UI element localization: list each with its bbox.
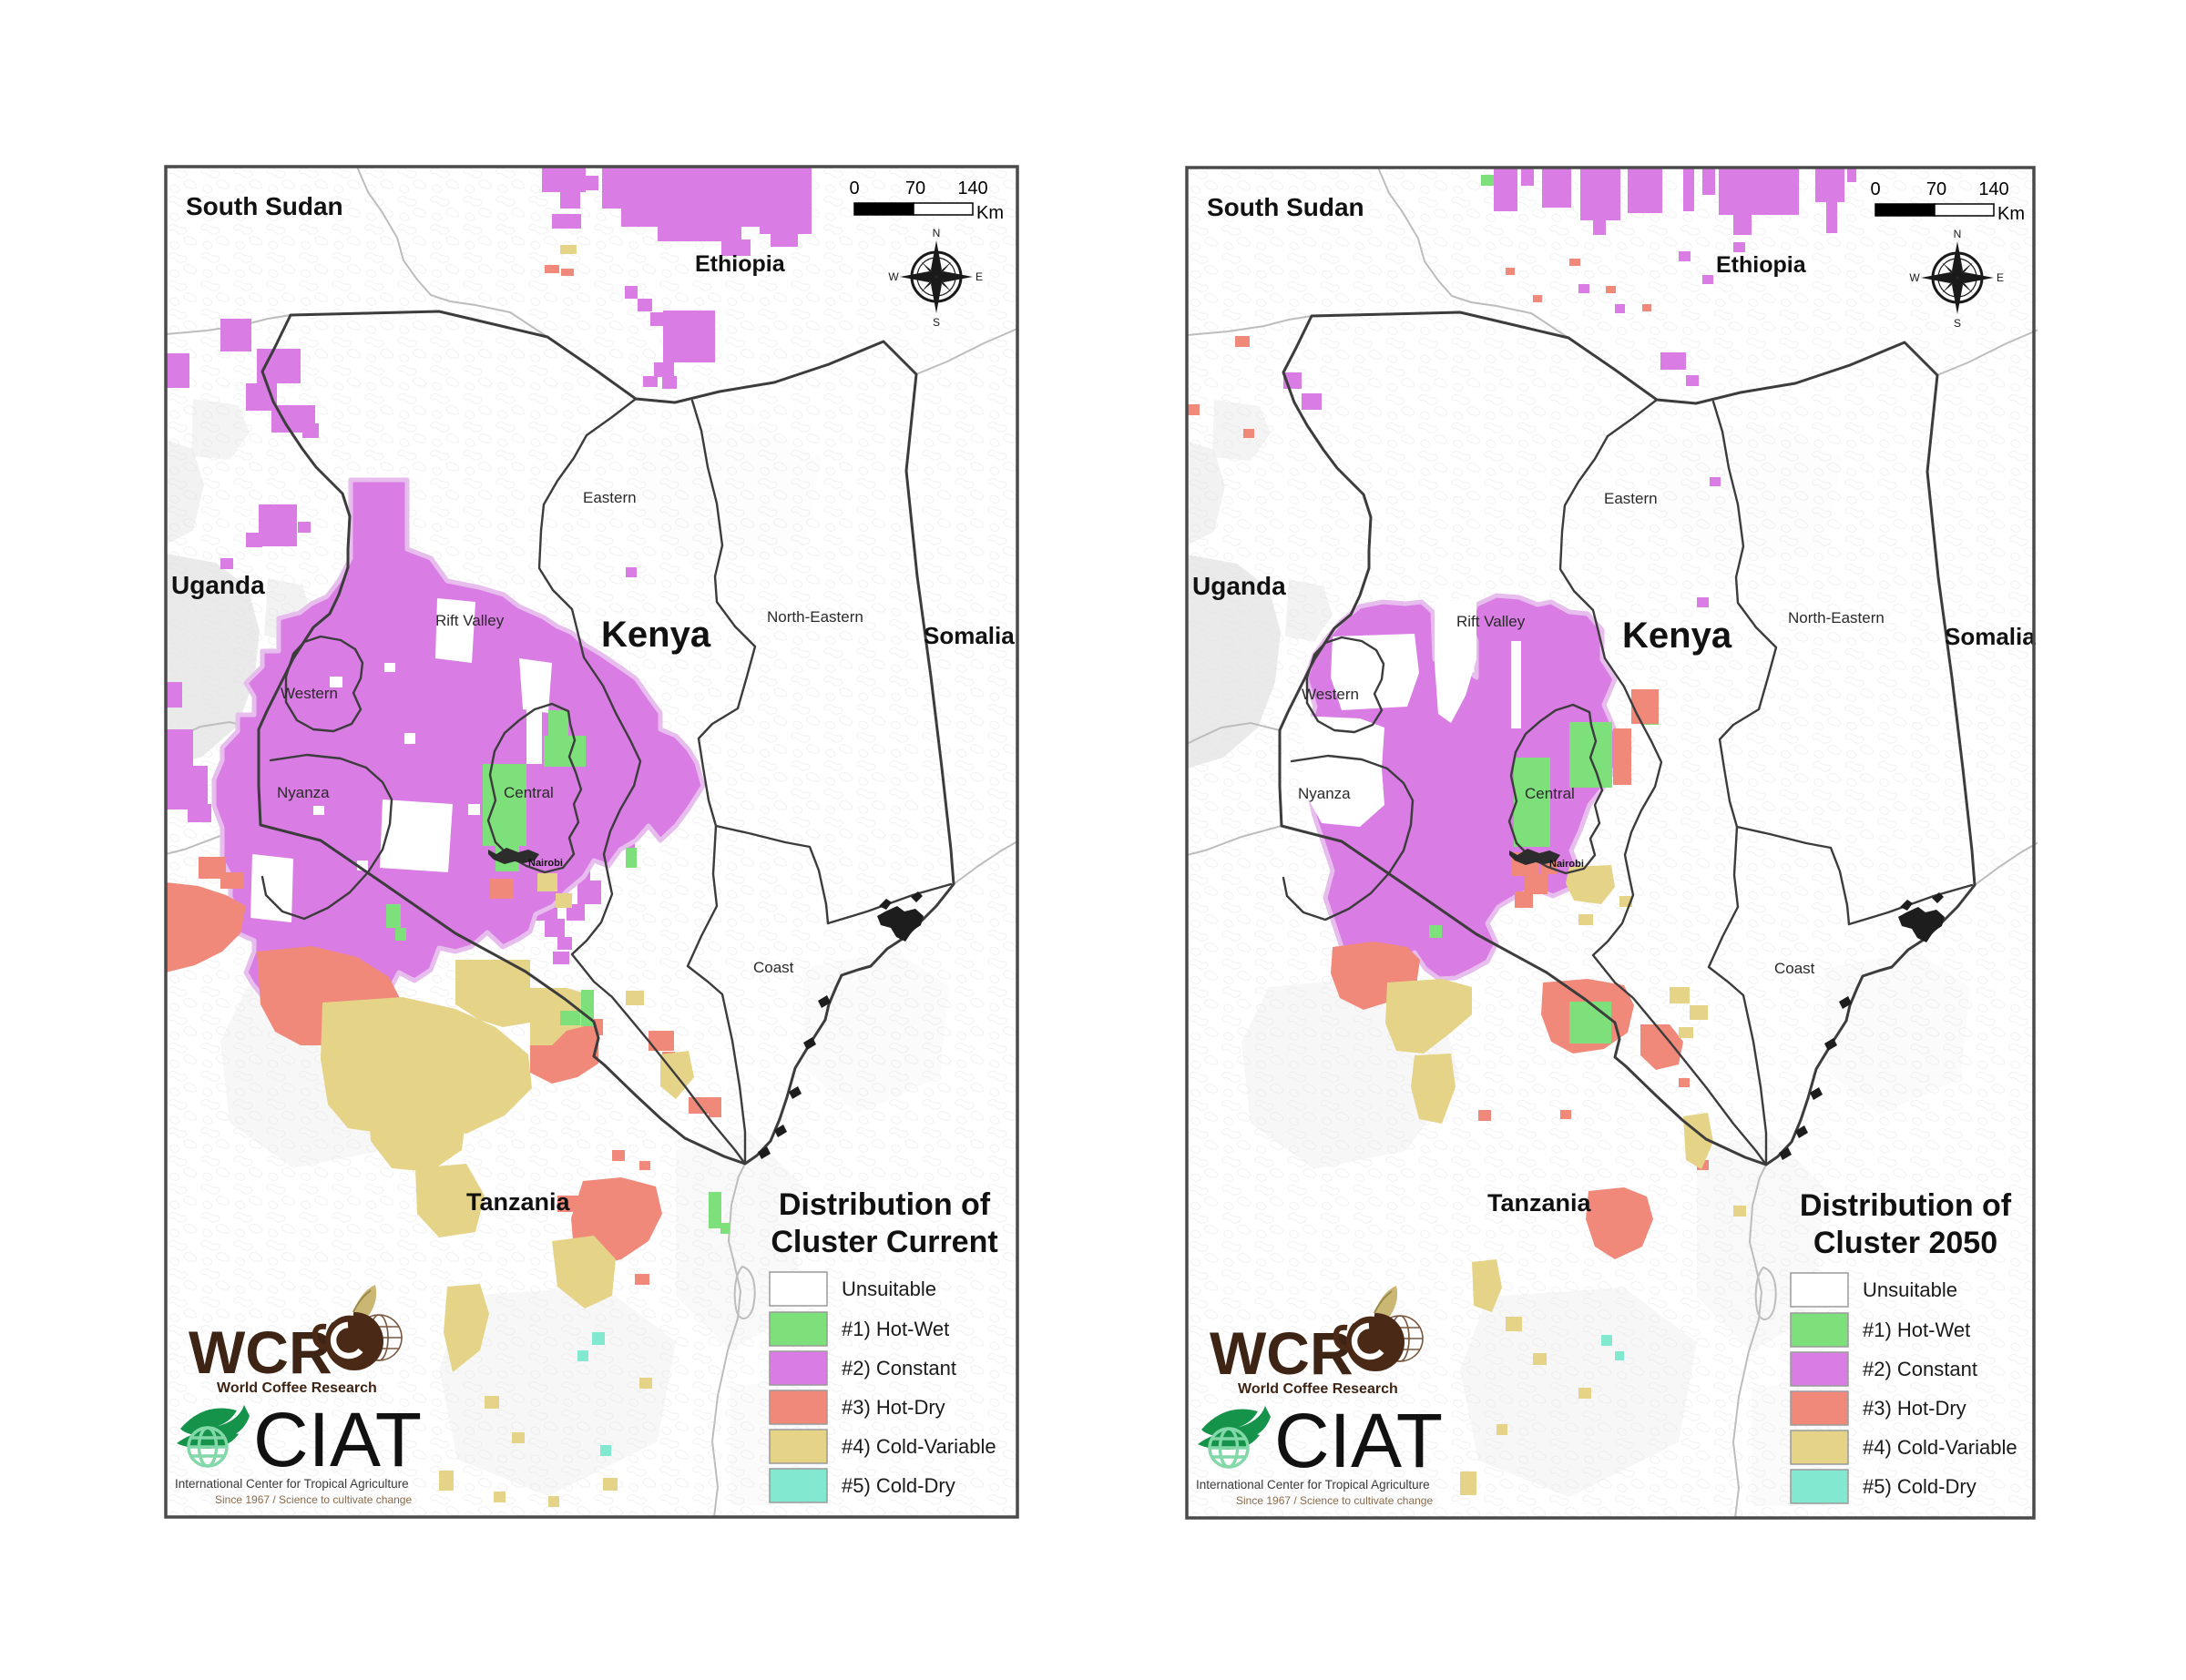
svg-text:Distribution of: Distribution of <box>1800 1188 2012 1223</box>
svg-text:Cluster 2050: Cluster 2050 <box>1813 1226 1997 1260</box>
svg-text:Cluster Current: Cluster Current <box>771 1225 997 1259</box>
svg-text:Distribution of: Distribution of <box>779 1187 991 1222</box>
